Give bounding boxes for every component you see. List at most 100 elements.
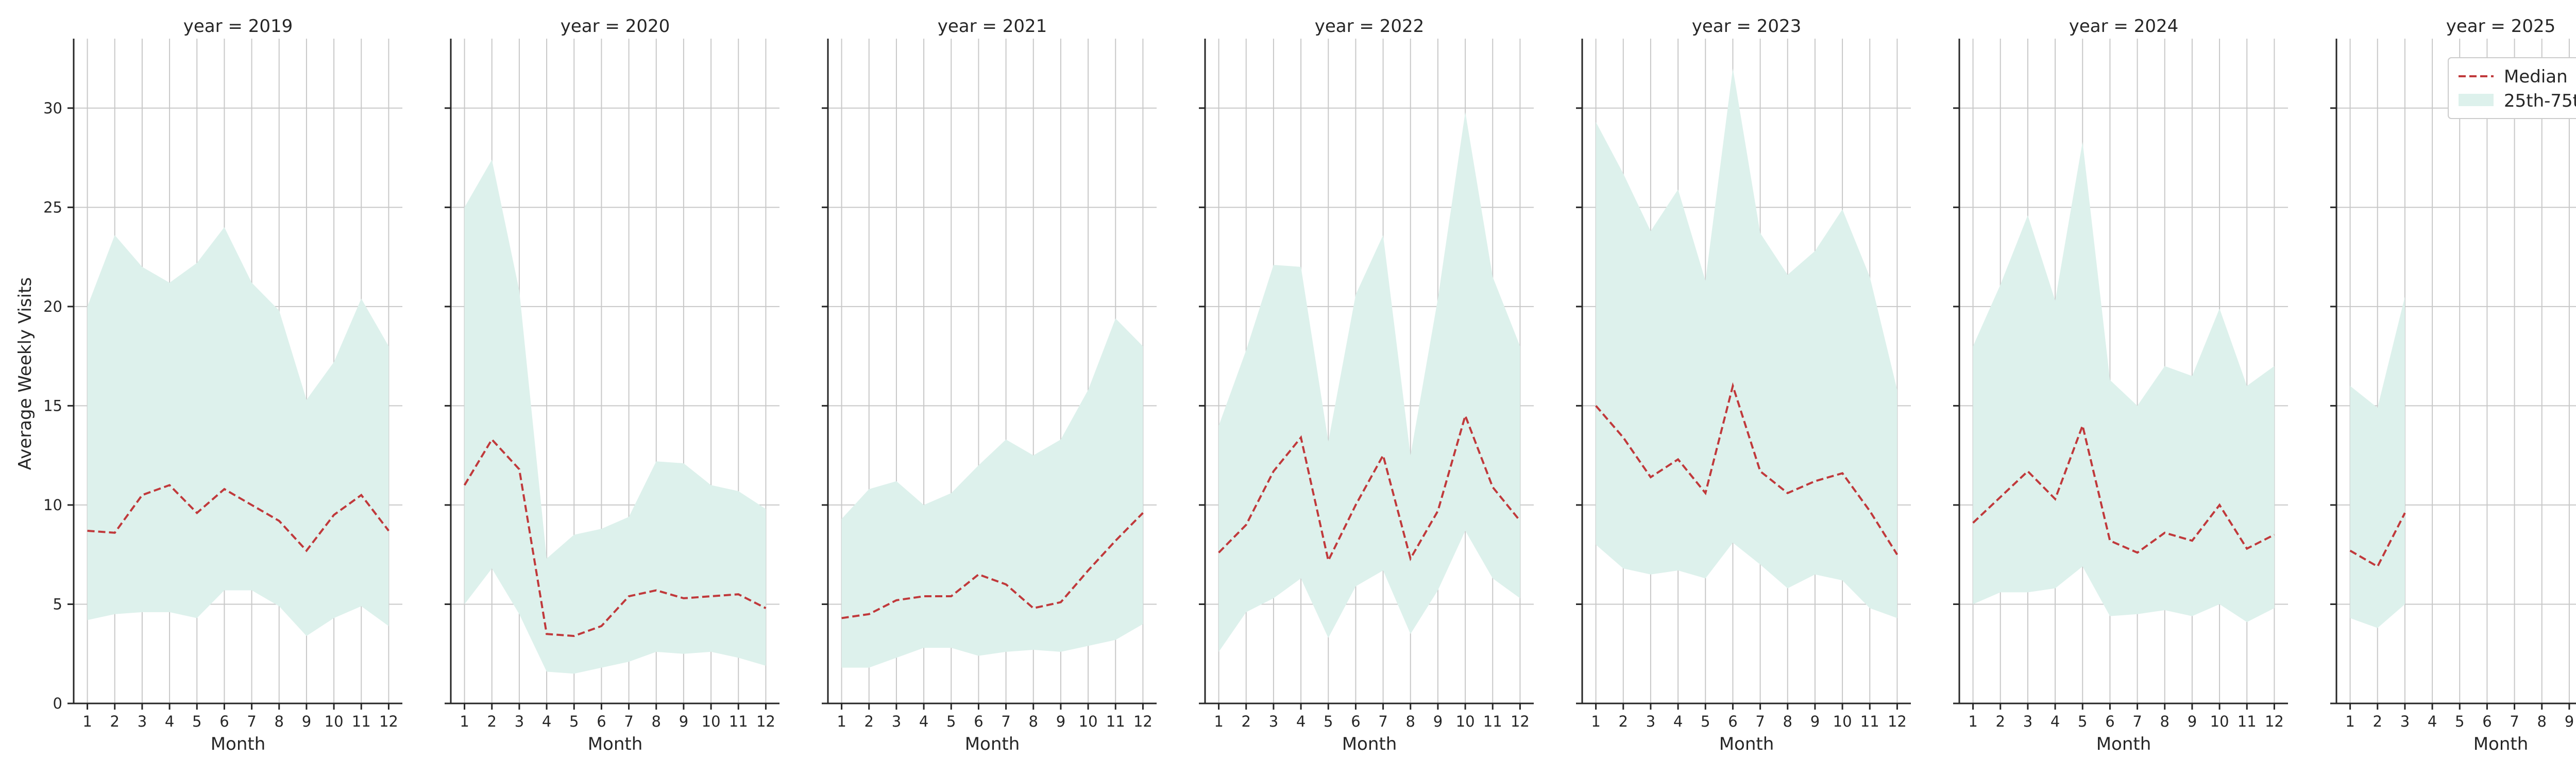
x-tick-label: 5 — [2078, 713, 2087, 730]
x-tick-label: 4 — [919, 713, 928, 730]
percentile-band — [1973, 142, 2275, 623]
x-tick-label: 2 — [2373, 713, 2382, 730]
x-tick-label: 4 — [2050, 713, 2060, 730]
x-tick-label: 9 — [2188, 713, 2197, 730]
x-tick-label: 1 — [837, 713, 846, 730]
y-tick-label: 10 — [43, 496, 62, 514]
x-tick-label: 11 — [729, 713, 748, 730]
x-tick-label: 9 — [1810, 713, 1820, 730]
x-tick-label: 2 — [1619, 713, 1628, 730]
x-tick-label: 12 — [1133, 713, 1153, 730]
x-tick-label: 4 — [1673, 713, 1683, 730]
x-axis-label: Month — [1342, 734, 1397, 754]
x-axis-label: Month — [1719, 734, 1774, 754]
x-tick-label: 2 — [1996, 713, 2005, 730]
x-tick-label: 6 — [2482, 713, 2492, 730]
x-tick-label: 6 — [219, 713, 229, 730]
legend-band-swatch — [2459, 94, 2494, 106]
median-line — [87, 484, 390, 552]
x-tick-label: 4 — [1296, 713, 1306, 730]
y-tick-label: 30 — [43, 99, 62, 117]
x-tick-label: 3 — [2023, 713, 2032, 730]
x-axis-label: Month — [588, 734, 643, 754]
x-tick-label: 1 — [1968, 713, 1977, 730]
x-tick-label: 2 — [865, 713, 874, 730]
x-tick-label: 10 — [325, 713, 344, 730]
x-tick-label: 4 — [165, 713, 174, 730]
percentile-band — [1596, 68, 1897, 618]
median-line — [1218, 412, 1521, 564]
x-tick-label: 5 — [192, 713, 201, 730]
x-tick-label: 8 — [2160, 713, 2170, 730]
x-tick-label: 10 — [1456, 713, 1475, 730]
x-tick-label: 11 — [1106, 713, 1125, 730]
x-tick-label: 6 — [1728, 713, 1737, 730]
x-tick-label: 7 — [2510, 713, 2519, 730]
x-tick-label: 3 — [515, 713, 524, 730]
median-line — [841, 512, 1144, 619]
x-tick-label: 1 — [1214, 713, 1223, 730]
median-line — [1595, 382, 1899, 556]
x-tick-label: 6 — [1351, 713, 1360, 730]
percentile-band — [841, 318, 1143, 668]
percentile-band — [464, 159, 766, 674]
y-tick-label: 0 — [53, 695, 62, 712]
median-line — [1972, 422, 2275, 554]
x-tick-label: 5 — [1701, 713, 1710, 730]
x-tick-label: 12 — [2265, 713, 2284, 730]
panel-title: year = 2025 — [2446, 16, 2555, 37]
median-line — [2349, 512, 2406, 568]
panel-title: year = 2022 — [1315, 16, 1424, 37]
median-line — [463, 438, 767, 637]
x-tick-label: 9 — [2565, 713, 2574, 730]
x-tick-label: 11 — [1860, 713, 1879, 730]
x-tick-label: 5 — [2455, 713, 2464, 730]
x-tick-label: 6 — [597, 713, 606, 730]
x-tick-label: 7 — [1001, 713, 1010, 730]
x-tick-label: 11 — [352, 713, 371, 730]
y-tick-label: 5 — [53, 595, 62, 613]
x-tick-label: 1 — [1591, 713, 1600, 730]
x-tick-label: 12 — [379, 713, 398, 730]
legend-band-label: 25th-75th Percentile — [2504, 91, 2576, 111]
x-tick-label: 7 — [247, 713, 256, 730]
x-tick-label: 3 — [1269, 713, 1278, 730]
percentile-band — [2350, 296, 2405, 628]
x-tick-label: 11 — [1483, 713, 1502, 730]
x-tick-label: 3 — [1646, 713, 1655, 730]
x-tick-label: 8 — [275, 713, 284, 730]
y-axis-label: Average Weekly Visits — [15, 277, 36, 470]
x-tick-label: 9 — [679, 713, 688, 730]
x-tick-label: 11 — [2238, 713, 2257, 730]
x-tick-label: 8 — [1783, 713, 1792, 730]
x-tick-label: 9 — [1433, 713, 1443, 730]
x-tick-label: 5 — [946, 713, 956, 730]
x-tick-label: 3 — [2400, 713, 2410, 730]
x-tick-label: 1 — [82, 713, 92, 730]
x-tick-label: 10 — [702, 713, 721, 730]
x-axis-label: Month — [2473, 734, 2529, 754]
x-tick-label: 7 — [1378, 713, 1387, 730]
x-tick-label: 12 — [1511, 713, 1530, 730]
x-axis-label: Month — [965, 734, 1020, 754]
x-tick-label: 2 — [487, 713, 497, 730]
x-tick-label: 1 — [2345, 713, 2354, 730]
x-tick-label: 12 — [1888, 713, 1907, 730]
x-tick-label: 10 — [1079, 713, 1098, 730]
panel-title: year = 2019 — [183, 16, 293, 37]
x-tick-label: 6 — [2105, 713, 2114, 730]
panel-title: year = 2023 — [1692, 16, 1801, 37]
x-tick-label: 8 — [1029, 713, 1038, 730]
x-tick-label: 8 — [2537, 713, 2547, 730]
legend-median-label: Median — [2504, 66, 2568, 87]
percentile-band — [87, 227, 389, 636]
x-tick-label: 3 — [892, 713, 901, 730]
x-tick-label: 3 — [138, 713, 147, 730]
x-tick-label: 9 — [1056, 713, 1065, 730]
